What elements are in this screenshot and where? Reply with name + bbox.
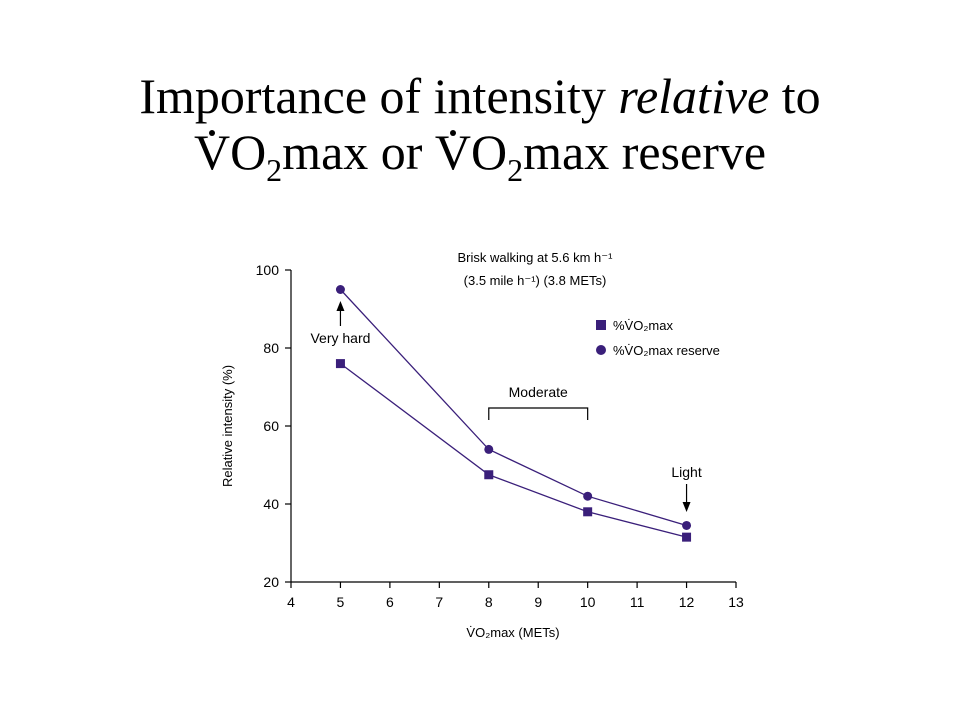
x-tick-label: 10 [580,594,596,610]
data-point-square [583,507,593,517]
title-line-2: VO2max or VO2max reserve [0,124,960,186]
x-tick-label: 11 [630,594,645,610]
series-line-0 [340,363,687,538]
y-axis-label: Relative intensity (%) [220,365,235,487]
title-v-dot-1: V [193,124,231,180]
legend-label: %V̇O₂max [613,318,673,333]
x-tick-label: 8 [485,594,493,610]
x-tick-label: 7 [435,594,443,610]
x-tick-label: 6 [386,594,394,610]
light-arrow-head [682,502,691,512]
light-label: Light [671,464,701,480]
very-hard-arrow-head [336,301,345,311]
title-sub-2: 2 [507,152,524,188]
x-tick-label: 13 [728,594,744,610]
x-axis-label: V̇O₂max (METs) [466,625,559,640]
moderate-label: Moderate [509,384,568,400]
x-tick-label: 4 [287,594,295,610]
title-sub-1: 2 [266,152,283,188]
data-point-circle [682,520,692,530]
x-tick-label: 9 [534,594,542,610]
title-end: max reserve [523,124,767,180]
title-text-2: to [769,68,821,124]
annotation-line-1: Brisk walking at 5.6 km h⁻¹ [458,250,614,265]
y-tick-label: 100 [256,262,280,278]
series-line-1 [339,289,687,527]
very-hard-label: Very hard [310,330,370,346]
y-tick-label: 20 [263,574,279,590]
title-mid: max or [282,124,435,180]
y-tick-label: 80 [263,340,279,356]
annotation-line-2: (3.5 mile h⁻¹) (3.8 METs) [464,273,607,288]
legend-square-icon [596,320,606,330]
data-point-circle [583,491,593,501]
y-tick-label: 60 [263,418,279,434]
data-point-square [335,359,345,369]
title-o-1: O [230,124,267,180]
legend-circle-icon [596,345,606,355]
data-point-circle [335,285,345,294]
y-tick-label: 40 [263,496,279,512]
title-line-1: Importance of intensity relative to [0,68,960,124]
x-tick-label: 12 [679,594,695,610]
title-o-2: O [471,124,508,180]
title-text-1: Importance of intensity [139,68,619,124]
legend-label: %V̇O₂max reserve [613,343,720,358]
x-tick-label: 5 [337,594,345,610]
slide-title: Importance of intensity relative to VO2m… [0,68,960,186]
data-point-circle [484,444,494,454]
title-v-dot-2: V [434,124,472,180]
moderate-bracket [488,407,589,420]
data-point-square [484,470,494,480]
data-point-square [682,532,692,542]
title-emphasis: relative [618,68,770,124]
